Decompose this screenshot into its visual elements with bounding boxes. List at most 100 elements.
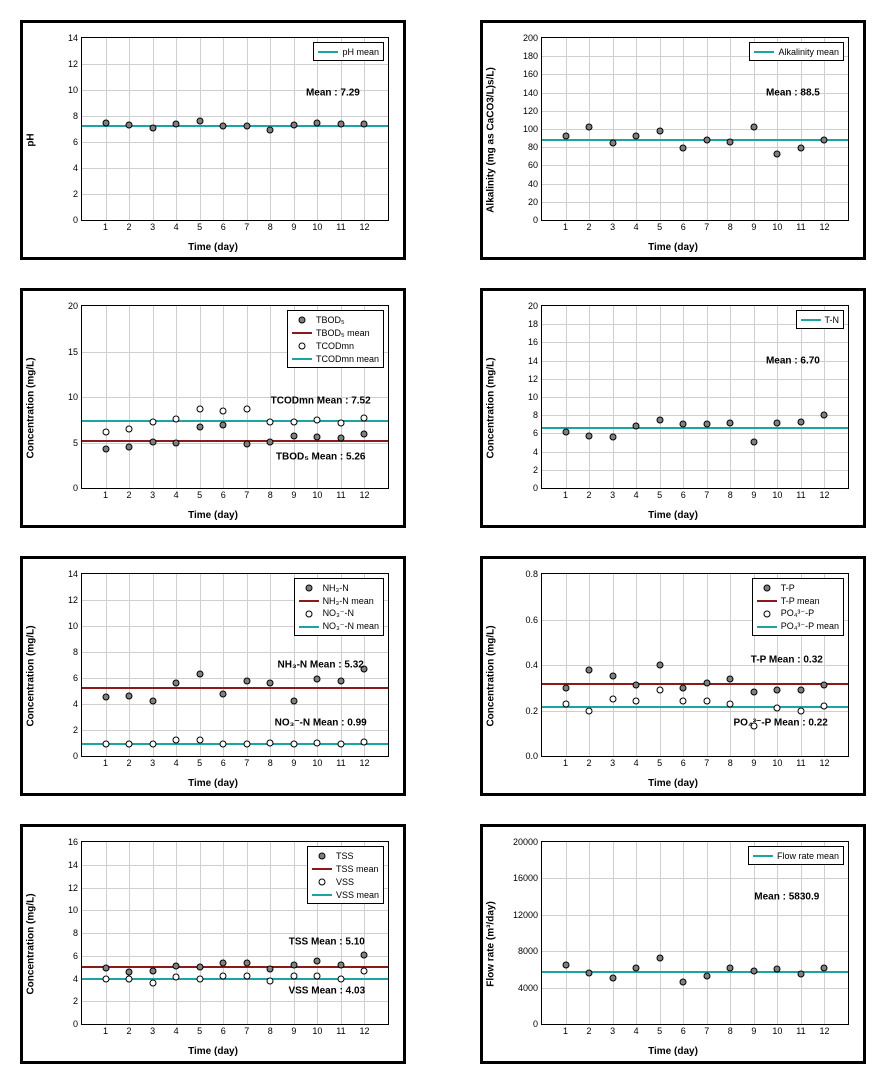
x-tick-label: 9: [291, 490, 296, 500]
data-point: [727, 675, 734, 682]
y-tick-label: 14: [48, 569, 78, 579]
x-tick-label: 7: [704, 222, 709, 232]
x-tick-label: 5: [197, 222, 202, 232]
data-point: [290, 122, 297, 129]
x-tick-label: 5: [657, 490, 662, 500]
y-tick-label: 120: [508, 106, 538, 116]
legend: Flow rate mean: [748, 846, 844, 865]
y-tick-label: 10: [48, 905, 78, 915]
x-tick-label: 8: [728, 1026, 733, 1036]
data-point: [821, 702, 828, 709]
legend-label: TBOD₅: [316, 315, 345, 325]
y-tick-label: 6: [48, 673, 78, 683]
x-tick-label: 6: [681, 758, 686, 768]
plot-area: 040008000120001600020000123456789101112M…: [541, 841, 849, 1025]
data-point: [149, 967, 156, 974]
data-point: [243, 441, 250, 448]
data-point: [314, 416, 321, 423]
x-tick-label: 12: [819, 490, 829, 500]
data-point: [337, 975, 344, 982]
x-tick-label: 12: [359, 758, 369, 768]
chart-panel-flow: Flow rate (m³/day)Time (day)040008000120…: [480, 824, 866, 1064]
x-tick-label: 1: [563, 490, 568, 500]
data-point: [102, 965, 109, 972]
chart-panel-tp: Concentration (mg/L)Time (day)0.00.20.40…: [480, 556, 866, 796]
data-point: [750, 124, 757, 131]
legend-item: TSS mean: [312, 862, 379, 875]
legend-item: PO₄³⁻-P: [757, 607, 839, 620]
x-tick-label: 1: [103, 490, 108, 500]
data-point: [243, 973, 250, 980]
legend: T-PT-P meanPO₄³⁻-PPO₄³⁻-P mean: [752, 578, 844, 636]
data-point: [102, 741, 109, 748]
data-point: [314, 958, 321, 965]
x-tick-label: 1: [103, 758, 108, 768]
y-tick-label: 4: [48, 699, 78, 709]
data-point: [703, 680, 710, 687]
x-tick-label: 12: [359, 1026, 369, 1036]
data-point: [149, 698, 156, 705]
data-point: [126, 444, 133, 451]
data-point: [821, 682, 828, 689]
data-point: [337, 120, 344, 127]
mean-annotation: NO₃⁻-N Mean : 0.99: [275, 718, 367, 729]
data-point: [267, 966, 274, 973]
x-tick-label: 9: [291, 758, 296, 768]
y-tick-label: 16000: [508, 873, 538, 883]
data-point: [196, 975, 203, 982]
y-tick-label: 0.4: [508, 660, 538, 670]
data-point: [633, 682, 640, 689]
y-tick-label: 14: [48, 860, 78, 870]
data-point: [656, 687, 663, 694]
x-tick-label: 4: [174, 490, 179, 500]
y-tick-label: 0: [508, 1019, 538, 1029]
x-tick-label: 8: [268, 490, 273, 500]
mean-line: [82, 687, 388, 689]
legend-item: TBOD₅ mean: [292, 326, 379, 339]
y-tick-label: 16: [48, 837, 78, 847]
x-tick-label: 6: [221, 1026, 226, 1036]
legend-label: PO₄³⁻-P: [781, 608, 814, 619]
plot-area: 05101520123456789101112TCODmn Mean : 7.5…: [81, 305, 389, 489]
legend-item: TCODmn: [292, 339, 379, 352]
x-tick-label: 4: [634, 1026, 639, 1036]
data-point: [797, 970, 804, 977]
x-tick-label: 11: [336, 490, 345, 500]
data-point: [586, 666, 593, 673]
data-point: [314, 434, 321, 441]
x-tick-label: 3: [150, 222, 155, 232]
y-axis-label: Alkalinity (mg as CaCO3/L)s/L): [486, 67, 497, 213]
data-point: [220, 123, 227, 130]
data-point: [703, 136, 710, 143]
data-point: [656, 662, 663, 669]
legend-item: T-P: [757, 581, 839, 594]
x-tick-label: 8: [268, 1026, 273, 1036]
y-tick-label: 6: [48, 951, 78, 961]
x-tick-label: 6: [221, 222, 226, 232]
x-tick-label: 2: [127, 758, 132, 768]
y-tick-label: 40: [508, 179, 538, 189]
data-point: [562, 133, 569, 140]
mean-annotation: VSS Mean : 4.03: [288, 986, 365, 997]
x-tick-label: 8: [728, 222, 733, 232]
data-point: [290, 698, 297, 705]
data-point: [196, 424, 203, 431]
data-point: [727, 138, 734, 145]
data-point: [126, 425, 133, 432]
data-point: [126, 122, 133, 129]
data-point: [774, 705, 781, 712]
y-tick-label: 0: [48, 215, 78, 225]
data-point: [267, 740, 274, 747]
x-axis-label: Time (day): [648, 1046, 698, 1057]
data-point: [220, 973, 227, 980]
x-tick-label: 8: [268, 758, 273, 768]
data-point: [680, 979, 687, 986]
data-point: [173, 120, 180, 127]
x-tick-label: 9: [291, 222, 296, 232]
data-point: [243, 741, 250, 748]
plot-area: 0246810121416123456789101112TSS Mean : 5…: [81, 841, 389, 1025]
legend-label: TBOD₅ mean: [316, 328, 370, 338]
y-tick-label: 160: [508, 69, 538, 79]
data-point: [562, 684, 569, 691]
data-point: [290, 741, 297, 748]
